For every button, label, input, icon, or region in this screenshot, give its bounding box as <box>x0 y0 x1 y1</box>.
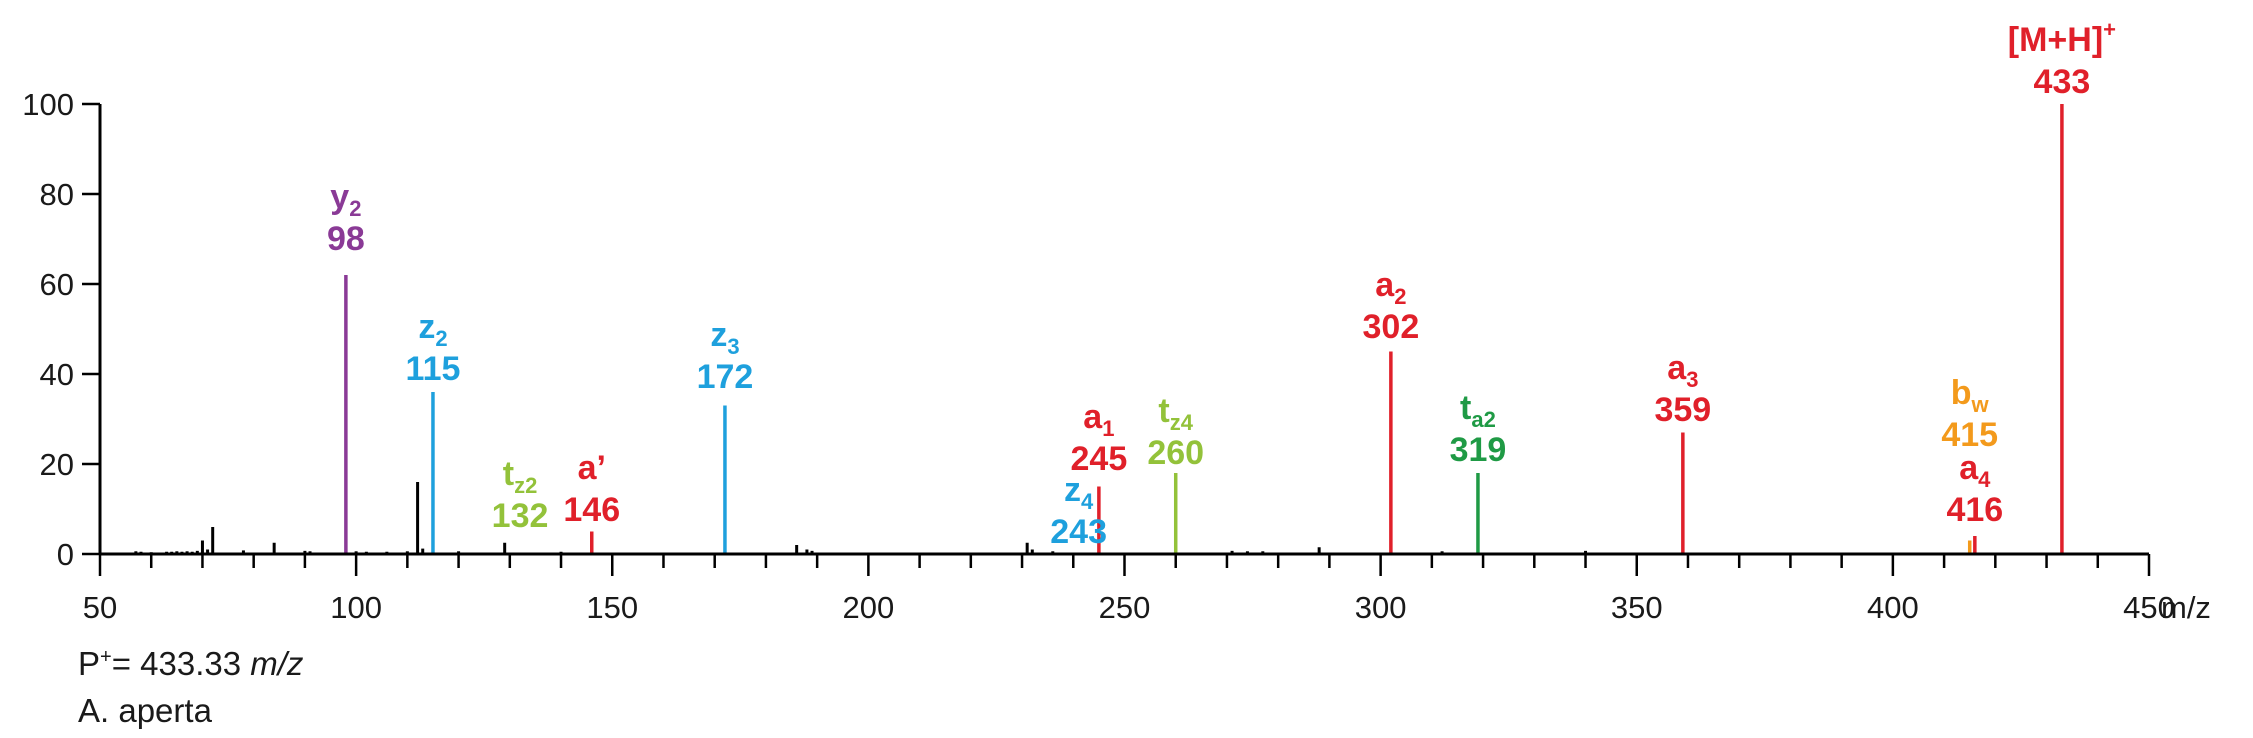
y-tick-label: 20 <box>40 447 74 482</box>
peak-ion-label: y2 <box>330 178 361 221</box>
precursor-value: = 433.33 <box>111 645 251 682</box>
x-tick-label: 250 <box>1099 590 1151 625</box>
precursor-charge: + <box>100 646 112 668</box>
y-tick-label: 80 <box>40 177 74 212</box>
peak-mz-label: 415 <box>1941 416 1998 454</box>
peak-mz-label: 359 <box>1654 391 1711 429</box>
peak-mz-label: 433 <box>2034 63 2091 101</box>
peak-ion-label: a4 <box>1959 449 1991 492</box>
peak-ion-label: z3 <box>710 316 739 359</box>
peak-ion-label: z2 <box>418 308 447 351</box>
peak-mz-label: 245 <box>1071 440 1128 478</box>
peak-labels: 98y2115z2132tz2146a’172z3243z4245a1260tz… <box>327 17 2116 551</box>
noise-peaks <box>134 482 1588 554</box>
peak-label-146: 146 a’ <box>563 449 620 529</box>
x-tick-label: 100 <box>330 590 382 625</box>
peak-ion-label: a1 <box>1083 398 1114 441</box>
species-note: A. aperta <box>78 692 212 729</box>
x-tick-label: 400 <box>1867 590 1919 625</box>
x-tick-label: 150 <box>586 590 638 625</box>
peak-label-433: 433 [M+H]+ <box>2008 17 2116 101</box>
peak-mz-label: 115 <box>406 350 461 388</box>
x-tick-label: 50 <box>83 590 117 625</box>
peak-ion-label: tz2 <box>503 455 538 498</box>
x-axis-unit: m/z <box>2161 590 2211 625</box>
axes: m/z 50 100 150 200 250 300 350 400 450 0 20 40 60 80 1… <box>22 87 2211 625</box>
y-tick-label: 100 <box>22 87 74 122</box>
peak-mz-label: 98 <box>327 220 365 258</box>
peak-mz-label: 146 <box>563 491 620 529</box>
peak-mz-label: 132 <box>492 497 549 535</box>
x-tick-label: 300 <box>1355 590 1407 625</box>
peak-ion-label: tz4 <box>1158 392 1193 435</box>
precursor-note: P+= 433.33 m/z <box>78 645 303 683</box>
precursor-unit: m/z <box>250 645 304 682</box>
x-tick-label: 450 <box>2123 590 2175 625</box>
peak-ion-label: a3 <box>1667 349 1698 392</box>
peak-mz-label: 416 <box>1946 491 2003 529</box>
y-tick-label: 40 <box>40 357 74 392</box>
peak-mz-label: 243 <box>1050 513 1107 551</box>
peak-mz-label: 302 <box>1363 308 1420 346</box>
peak-ion-label: bw <box>1951 374 1990 417</box>
x-tick-label: 350 <box>1611 590 1663 625</box>
peak-mz-label: 172 <box>697 358 754 396</box>
x-tick-label: 200 <box>843 590 895 625</box>
y-tick-label: 60 <box>40 267 74 302</box>
peak-mz-label: 319 <box>1450 431 1507 469</box>
precursor-prefix: P <box>78 645 101 682</box>
peak-ion-label: ta2 <box>1460 389 1496 432</box>
peak-ion-label: z4 <box>1064 471 1094 514</box>
peak-ion-label: [M+H]+ <box>2008 17 2116 59</box>
y-tick-label: 0 <box>57 537 74 572</box>
labeled-peaks <box>344 104 2064 554</box>
peak-ion-label: a2 <box>1375 266 1406 309</box>
peak-mz-label: 260 <box>1147 434 1204 472</box>
peak-ion-label: a’ <box>578 449 606 487</box>
